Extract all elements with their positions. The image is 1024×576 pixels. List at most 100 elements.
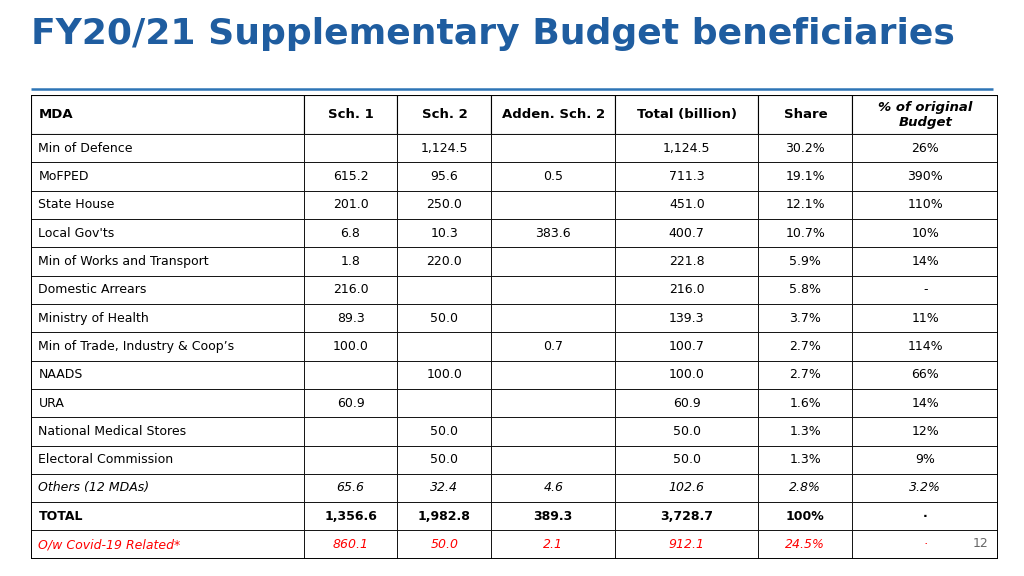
Bar <box>397 530 492 559</box>
Text: 100%: 100% <box>786 510 824 523</box>
Bar <box>397 162 492 191</box>
Text: 50.0: 50.0 <box>430 312 459 325</box>
Text: 615.2: 615.2 <box>333 170 369 183</box>
Bar <box>397 361 492 389</box>
Text: 50.0: 50.0 <box>430 453 459 466</box>
Bar <box>852 191 998 219</box>
Text: 220.0: 220.0 <box>427 255 462 268</box>
Text: 1.3%: 1.3% <box>790 425 821 438</box>
Text: Sch. 2: Sch. 2 <box>422 108 467 121</box>
Text: 451.0: 451.0 <box>669 198 705 211</box>
Text: 389.3: 389.3 <box>534 510 572 523</box>
Text: 24.5%: 24.5% <box>785 538 825 551</box>
Bar <box>397 474 492 502</box>
Bar <box>492 502 615 530</box>
Bar <box>615 219 759 247</box>
Bar <box>492 276 615 304</box>
Text: 9%: 9% <box>915 453 935 466</box>
Bar <box>303 219 397 247</box>
Bar <box>397 389 492 417</box>
Bar <box>303 276 397 304</box>
Text: 1,982.8: 1,982.8 <box>418 510 471 523</box>
Text: 1.6%: 1.6% <box>790 396 821 410</box>
Bar <box>852 389 998 417</box>
Bar <box>31 445 303 474</box>
Bar <box>31 361 303 389</box>
Text: 3.2%: 3.2% <box>909 482 941 494</box>
Text: 12%: 12% <box>911 425 939 438</box>
Bar <box>852 219 998 247</box>
Bar <box>303 134 397 162</box>
Text: 110%: 110% <box>907 198 943 211</box>
Bar <box>615 95 759 134</box>
Bar <box>615 530 759 559</box>
Text: 30.2%: 30.2% <box>785 142 825 155</box>
Bar <box>615 389 759 417</box>
Text: 50.0: 50.0 <box>673 425 700 438</box>
Text: 2.7%: 2.7% <box>790 368 821 381</box>
Text: ·: · <box>923 510 928 523</box>
Text: Electoral Commission: Electoral Commission <box>39 453 174 466</box>
Bar <box>492 134 615 162</box>
Bar <box>615 191 759 219</box>
Bar <box>759 134 852 162</box>
Text: Total (billion): Total (billion) <box>637 108 737 121</box>
Text: Share: Share <box>783 108 827 121</box>
Text: Min of Defence: Min of Defence <box>39 142 133 155</box>
Text: 14%: 14% <box>911 255 939 268</box>
Bar <box>303 445 397 474</box>
Text: MDA: MDA <box>39 108 73 121</box>
Bar <box>303 95 397 134</box>
Text: 3.7%: 3.7% <box>790 312 821 325</box>
Bar <box>303 530 397 559</box>
Bar <box>492 417 615 445</box>
Bar <box>397 417 492 445</box>
Text: TOTAL: TOTAL <box>39 510 83 523</box>
Bar <box>492 474 615 502</box>
Bar <box>852 95 998 134</box>
Bar <box>615 502 759 530</box>
Bar <box>31 276 303 304</box>
Text: National Medical Stores: National Medical Stores <box>39 425 186 438</box>
Text: 201.0: 201.0 <box>333 198 369 211</box>
Bar <box>759 361 852 389</box>
Bar <box>615 134 759 162</box>
Text: 1.8: 1.8 <box>341 255 360 268</box>
Text: 1,356.6: 1,356.6 <box>325 510 377 523</box>
Bar <box>31 502 303 530</box>
Text: 12: 12 <box>973 537 988 550</box>
Text: 221.8: 221.8 <box>669 255 705 268</box>
Text: 4.6: 4.6 <box>544 482 563 494</box>
Text: Local Gov'ts: Local Gov'ts <box>39 227 115 240</box>
Bar <box>615 276 759 304</box>
Bar <box>615 332 759 361</box>
Text: State House: State House <box>39 198 115 211</box>
Text: URA: URA <box>39 396 65 410</box>
Bar <box>615 445 759 474</box>
Text: 100.0: 100.0 <box>426 368 463 381</box>
Bar <box>303 162 397 191</box>
Bar <box>31 247 303 276</box>
Text: Others (12 MDAs): Others (12 MDAs) <box>39 482 150 494</box>
Text: 5.8%: 5.8% <box>790 283 821 296</box>
Bar <box>397 276 492 304</box>
Bar <box>759 95 852 134</box>
Bar <box>303 247 397 276</box>
Bar <box>397 134 492 162</box>
Text: 1,124.5: 1,124.5 <box>664 142 711 155</box>
Bar <box>852 530 998 559</box>
Text: 10%: 10% <box>911 227 939 240</box>
Bar <box>759 502 852 530</box>
Bar <box>492 219 615 247</box>
Text: 860.1: 860.1 <box>333 538 369 551</box>
Text: 1.3%: 1.3% <box>790 453 821 466</box>
Bar <box>31 530 303 559</box>
Bar <box>303 332 397 361</box>
Bar <box>759 445 852 474</box>
Text: 14%: 14% <box>911 396 939 410</box>
Text: 0.5: 0.5 <box>544 170 563 183</box>
Bar <box>397 191 492 219</box>
Bar <box>615 474 759 502</box>
Text: 1,124.5: 1,124.5 <box>421 142 468 155</box>
Bar <box>303 389 397 417</box>
